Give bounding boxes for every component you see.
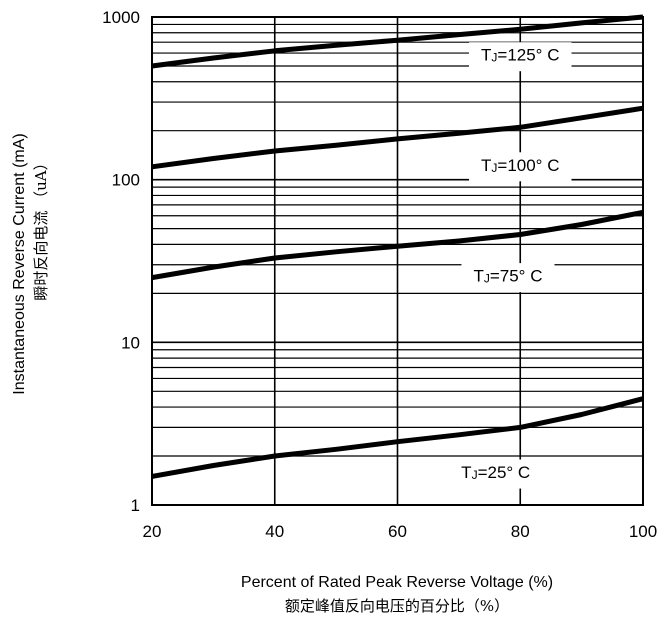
- series-lines: [151, 14, 644, 479]
- series-label-background: [449, 459, 543, 489]
- y-tick-labels: 1 10 100 1000: [102, 8, 140, 515]
- y-tick-label: 1000: [102, 8, 140, 27]
- major-gridlines: [152, 17, 643, 505]
- series-line: [151, 209, 644, 281]
- y-tick-label: 10: [121, 333, 140, 352]
- series-line: [151, 105, 644, 170]
- y-tick-label: 1: [131, 496, 140, 515]
- series-label-background: [461, 263, 555, 293]
- series-label: TJ=125° C: [481, 46, 559, 65]
- x-tick-label: 20: [143, 522, 162, 541]
- series-line: [151, 14, 644, 69]
- y-axis-label-cn: 瞬时反向电流 （uA）: [32, 155, 50, 300]
- x-tick-label: 100: [629, 522, 657, 541]
- x-tick-label: 80: [511, 522, 530, 541]
- series-label: TJ=25° C: [461, 464, 530, 483]
- series-label: TJ=75° C: [473, 267, 542, 286]
- x-axis-label-cn: 额定峰值反向电压的百分比（%）: [285, 597, 509, 615]
- y-tick-label: 100: [112, 171, 140, 190]
- series-label: TJ=100° C: [481, 156, 559, 175]
- series-line: [151, 396, 644, 479]
- x-axis-label: Percent of Rated Peak Reverse Voltage (%…: [241, 574, 553, 591]
- x-tick-labels: 20 40 60 80 100: [143, 522, 658, 541]
- plot-frame: [151, 16, 644, 506]
- series-labels: TJ=125° C TJ=100° C TJ=75° C TJ=25° C: [449, 42, 572, 489]
- series-label-background: [469, 152, 572, 182]
- x-tick-label: 40: [265, 522, 284, 541]
- y-axis-label: Instantaneous Reverse Current (mA): [11, 133, 28, 394]
- series-label-background: [469, 42, 572, 72]
- x-tick-label: 60: [388, 522, 407, 541]
